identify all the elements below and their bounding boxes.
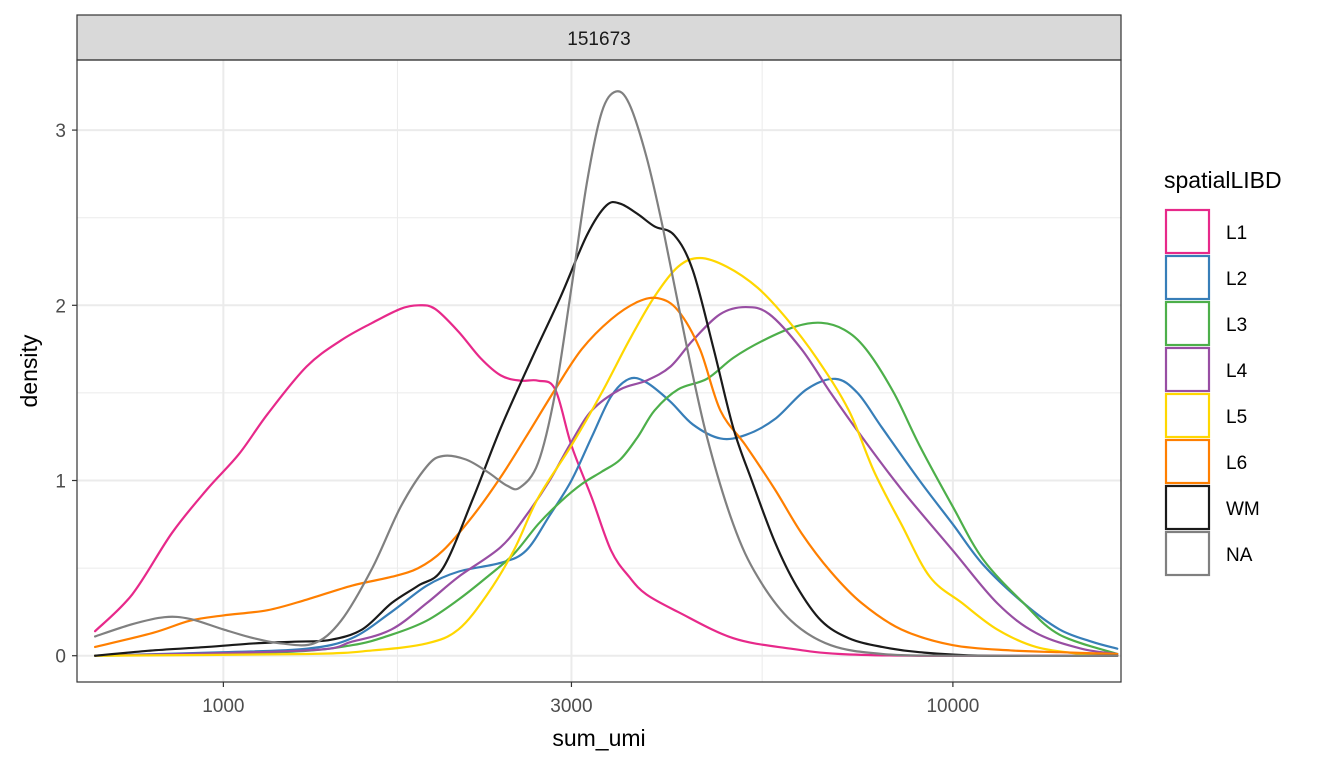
legend-key-l2 xyxy=(1164,254,1211,301)
legend: spatialLIBD L1 L2 L3 L4 L5 L6 WM NA xyxy=(1164,167,1282,577)
facet-strip-label: 151673 xyxy=(567,29,630,50)
legend-key-l4 xyxy=(1164,346,1211,393)
legend-label-l4: L4 xyxy=(1226,361,1248,382)
legend-label-l2: L2 xyxy=(1226,269,1247,290)
legend-label-na: NA xyxy=(1226,545,1253,566)
legend-label-l6: L6 xyxy=(1226,453,1247,474)
facet-strip: 151673 xyxy=(76,14,1122,61)
legend-label-l1: L1 xyxy=(1226,223,1247,244)
facet-strip-background xyxy=(76,14,1122,61)
legend-key-l6 xyxy=(1164,438,1211,485)
series-line-l3 xyxy=(93,321,1119,657)
panel-border xyxy=(76,59,1122,683)
series-line-l6 xyxy=(93,296,1119,656)
x-axis-title: sum_umi xyxy=(552,725,645,751)
y-tick-label: 0 xyxy=(55,647,66,668)
series-line-na xyxy=(93,90,1119,657)
series-line-l4 xyxy=(93,305,1119,657)
legend-title: spatialLIBD xyxy=(1164,167,1282,193)
series-line-l1 xyxy=(93,304,1119,657)
legend-label-l3: L3 xyxy=(1226,315,1247,336)
y-tick-label: 1 xyxy=(55,472,66,493)
legend-label-wm: WM xyxy=(1226,499,1260,520)
y-tick-label: 2 xyxy=(55,296,66,317)
y-axis-title: density xyxy=(16,334,42,407)
axis-layer: 0 1 2 3 1000 3000 10000 xyxy=(55,121,979,717)
legend-key-l5 xyxy=(1164,392,1211,439)
y-tick-label: 3 xyxy=(55,121,66,142)
legend-label-l5: L5 xyxy=(1226,407,1247,428)
grid-layer xyxy=(77,60,1121,682)
series-line-wm xyxy=(93,200,1119,658)
legend-key-na xyxy=(1164,530,1211,577)
legend-key-wm xyxy=(1164,484,1211,531)
x-tick-label: 3000 xyxy=(550,696,592,717)
legend-key-l3 xyxy=(1164,300,1211,347)
x-tick-label: 1000 xyxy=(202,696,244,717)
series-layer xyxy=(93,90,1119,658)
series-line-l5 xyxy=(93,256,1119,657)
x-tick-label: 10000 xyxy=(926,696,979,717)
panel-background xyxy=(77,60,1121,682)
legend-key-l1 xyxy=(1164,208,1211,255)
